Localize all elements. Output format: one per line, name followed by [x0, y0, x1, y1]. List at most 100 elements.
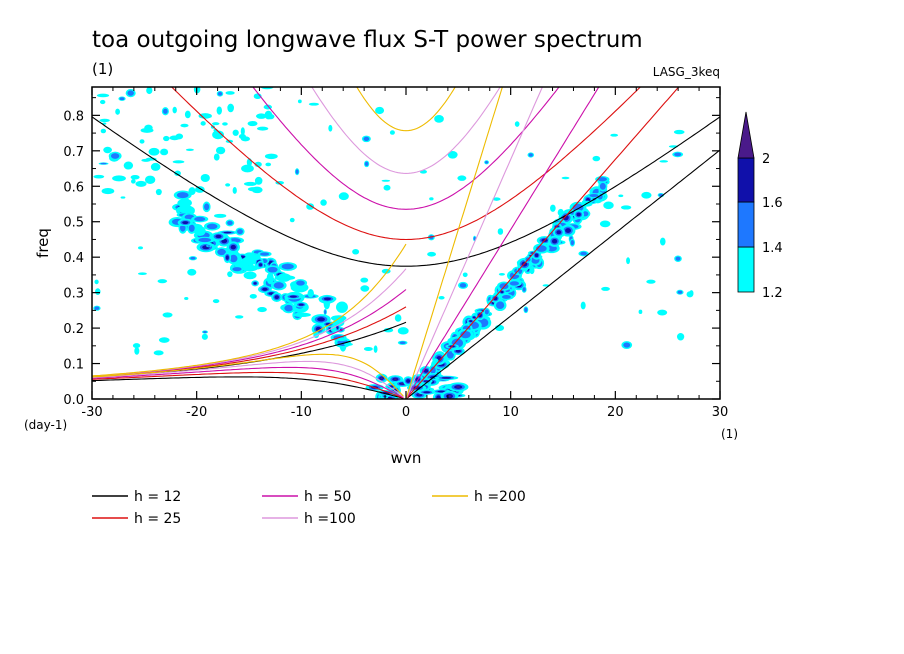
power-blob	[172, 106, 177, 114]
dispersion-curve-ig	[252, 87, 560, 210]
power-blob	[281, 263, 294, 270]
dispersion-curve-kelvin	[405, 87, 680, 399]
power-blob	[144, 175, 156, 185]
power-blob	[323, 297, 332, 301]
power-blob	[201, 333, 208, 340]
power-blob	[144, 124, 153, 131]
colorbar-segment	[737, 201, 755, 248]
power-blob	[641, 191, 652, 199]
power-blob	[232, 186, 237, 194]
power-blob	[162, 312, 173, 318]
power-blob	[204, 203, 210, 211]
power-blob	[336, 338, 347, 342]
power-blob	[94, 306, 100, 310]
power-blob	[175, 133, 184, 140]
power-blob	[618, 194, 624, 198]
power-blob	[110, 153, 120, 159]
power-blob	[360, 277, 369, 283]
power-blob	[497, 228, 504, 235]
power-blob	[626, 257, 631, 265]
power-blob	[509, 281, 520, 286]
power-blob	[207, 245, 211, 247]
power-blob	[185, 148, 194, 151]
power-blob	[240, 136, 251, 142]
power-blob	[485, 160, 489, 164]
power-blob	[364, 161, 369, 167]
power-blob	[213, 153, 220, 161]
power-blob	[153, 350, 164, 356]
power-blob	[190, 256, 196, 260]
power-blob	[289, 217, 295, 223]
power-blob	[94, 279, 99, 285]
power-blob	[343, 342, 353, 346]
y-tick-label: 0.2	[63, 322, 84, 337]
power-blob	[230, 244, 236, 250]
power-blob	[580, 251, 587, 256]
power-blob	[123, 161, 134, 170]
power-blob	[172, 160, 185, 164]
power-blob	[437, 390, 446, 393]
power-blob	[198, 113, 212, 119]
power-blob	[444, 377, 449, 379]
power-blob	[599, 220, 611, 228]
power-blob	[417, 394, 421, 396]
power-blob	[576, 212, 581, 217]
colorbar-label: 1.2	[762, 286, 783, 301]
power-blob	[561, 176, 570, 180]
power-blob	[455, 349, 461, 353]
power-blob	[659, 237, 666, 246]
power-blob	[473, 236, 476, 241]
power-blob	[438, 296, 445, 300]
power-blob	[100, 128, 107, 134]
power-blob	[100, 162, 107, 165]
power-blob	[127, 90, 134, 96]
power-blob	[620, 205, 632, 210]
dispersion-curve-ig	[311, 87, 501, 174]
legend-label: h = 12	[134, 489, 181, 505]
power-blob	[447, 151, 458, 159]
power-blob	[251, 186, 263, 194]
power-blob	[184, 110, 191, 119]
y-tick-label: 0.4	[63, 251, 84, 266]
power-blob	[96, 93, 110, 98]
power-blob	[225, 183, 231, 187]
power-blob	[212, 299, 220, 304]
power-blob	[101, 188, 115, 195]
power-blob	[295, 169, 299, 174]
x-axis: -30 -20 -10 0 10 20 30	[81, 87, 728, 420]
power-blob	[298, 303, 304, 306]
power-blob	[495, 301, 505, 309]
power-blob	[258, 263, 263, 267]
power-blob	[130, 175, 140, 180]
power-blob	[274, 295, 279, 300]
power-blob	[400, 383, 404, 385]
power-blob	[237, 228, 243, 235]
power-blob	[610, 133, 619, 137]
power-blob	[472, 316, 476, 319]
power-blob	[229, 254, 238, 263]
power-blob	[260, 252, 270, 256]
power-blob	[498, 272, 505, 276]
power-blob	[267, 266, 278, 273]
colorbar-label: 2	[762, 152, 770, 167]
power-blob	[638, 309, 643, 315]
power-blob	[225, 255, 229, 260]
power-blob	[256, 126, 269, 131]
x-axis-label: wvn	[391, 449, 422, 467]
power-blob	[338, 192, 349, 201]
power-blob	[188, 187, 196, 196]
y-tick-label: 0.8	[63, 109, 84, 124]
power-blob	[673, 129, 685, 135]
power-blob	[103, 146, 112, 154]
power-blob	[592, 155, 601, 162]
power-blob	[677, 290, 683, 294]
power-blob	[363, 346, 373, 351]
power-blob	[155, 188, 162, 196]
power-blob	[457, 175, 467, 181]
dispersion-curve-kelvin	[405, 87, 543, 399]
power-blob	[484, 309, 489, 315]
power-blob	[253, 282, 257, 285]
power-blob	[95, 288, 101, 295]
power-blob	[646, 279, 656, 284]
power-blob	[225, 91, 235, 95]
